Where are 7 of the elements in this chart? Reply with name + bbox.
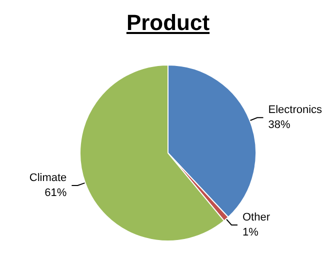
slice-label: Other [242, 212, 270, 224]
data-label: 1% [242, 226, 259, 239]
data-label: 61% [44, 187, 67, 200]
chart-title: Product [125, 10, 211, 36]
slice-label: Climate [29, 172, 67, 184]
slice-label: Electronics [268, 104, 323, 116]
data-label: 38% [268, 119, 290, 132]
